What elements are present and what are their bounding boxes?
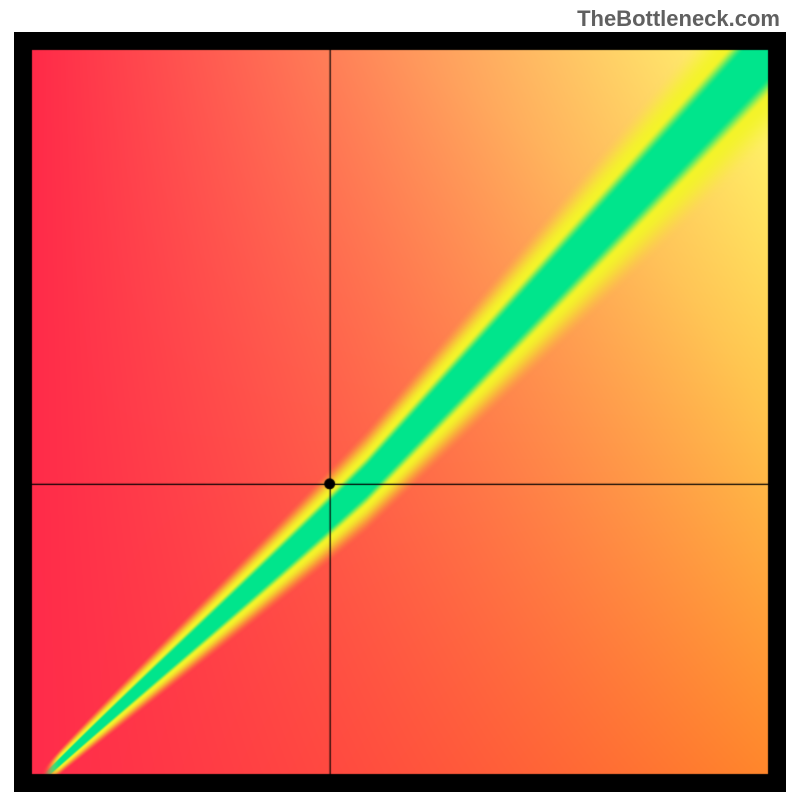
- watermark-text: TheBottleneck.com: [577, 6, 780, 32]
- bottleneck-heatmap: [14, 32, 786, 792]
- heatmap-canvas: [14, 32, 786, 792]
